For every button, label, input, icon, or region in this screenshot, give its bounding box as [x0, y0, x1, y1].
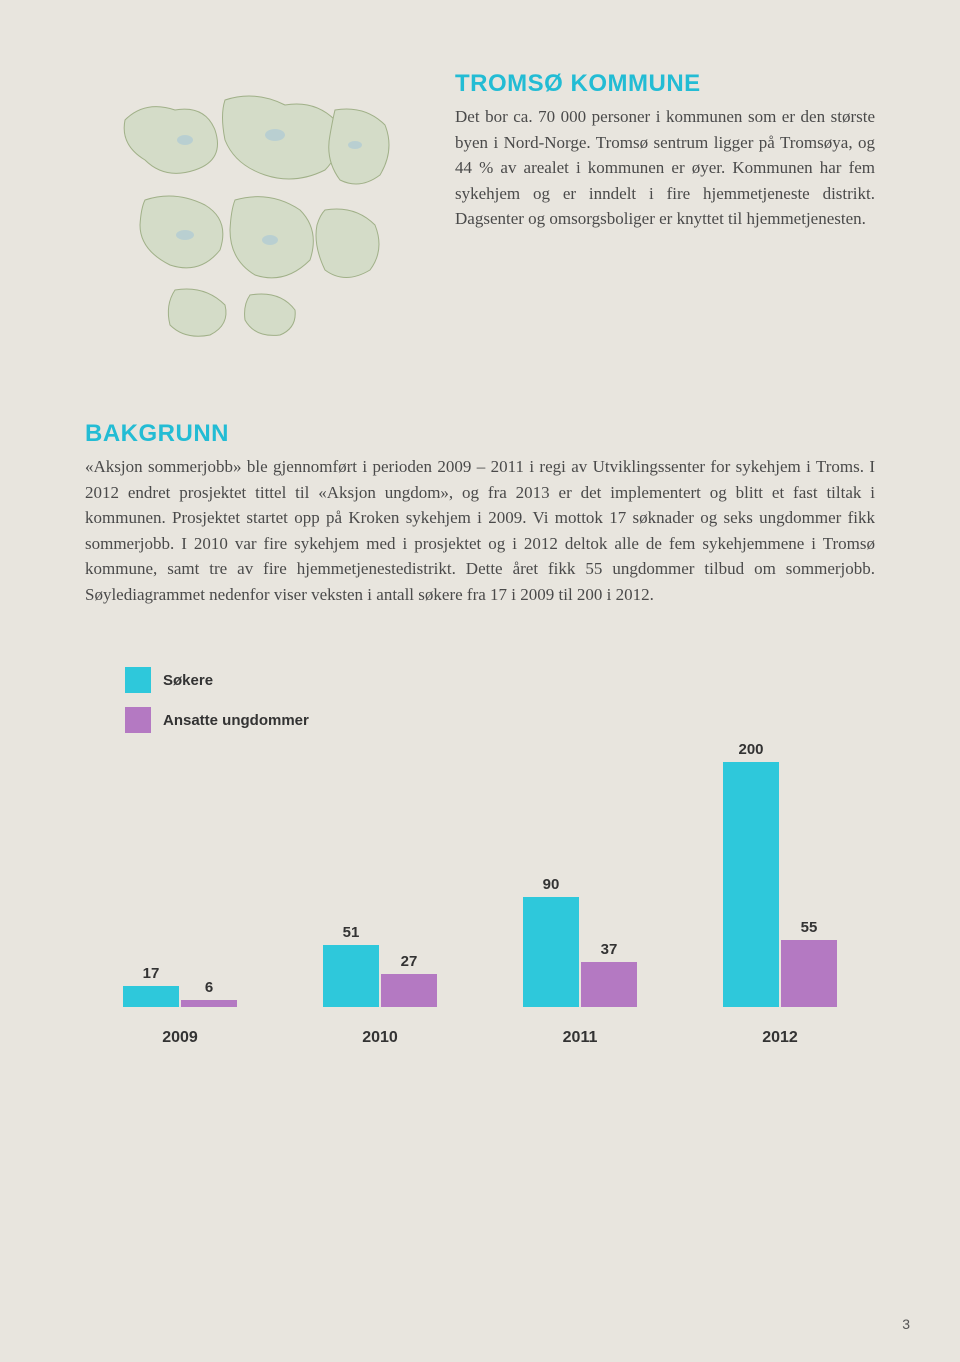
bar-chart: Søkere Ansatte ungdommer 17 6 51 27 90 37 200 5…: [85, 667, 875, 1047]
bar-rect: [581, 962, 637, 1007]
legend-swatch: [125, 667, 151, 693]
intro-section: TROMSØ KOMMUNE Det bor ca. 70 000 person…: [85, 70, 875, 350]
bar-sokere: 17: [123, 965, 179, 1007]
bar-group: 200 55: [705, 741, 855, 1007]
bar-ansatte: 6: [181, 979, 237, 1007]
bar-rect: [323, 945, 379, 1007]
bar-value-label: 27: [401, 953, 418, 970]
map-svg: [85, 70, 425, 350]
bar-ansatte: 37: [581, 941, 637, 1007]
bar-value-label: 6: [205, 979, 213, 996]
bar-group: 51 27: [305, 924, 455, 1007]
bar-value-label: 200: [738, 741, 763, 758]
bar-rect: [723, 762, 779, 1007]
bar-ansatte: 27: [381, 953, 437, 1007]
x-axis-label: 2010: [305, 1029, 455, 1047]
bar-rect: [781, 940, 837, 1007]
bar-sokere: 51: [323, 924, 379, 1007]
bar-value-label: 55: [801, 919, 818, 936]
legend-item-ansatte: Ansatte ungdommer: [125, 707, 309, 733]
bar-ansatte: 55: [781, 919, 837, 1007]
intro-body: Det bor ca. 70 000 personer i kommunen s…: [455, 104, 875, 232]
x-axis-label: 2009: [105, 1029, 255, 1047]
legend-item-sokere: Søkere: [125, 667, 309, 693]
chart-legend: Søkere Ansatte ungdommer: [125, 667, 309, 747]
legend-label: Ansatte ungdommer: [163, 712, 309, 729]
bar-rect: [523, 897, 579, 1007]
page-number: 3: [902, 1316, 910, 1332]
bar-group: 17 6: [105, 965, 255, 1007]
bar-value-label: 51: [343, 924, 360, 941]
bakgrunn-body: «Aksjon sommerjobb» ble gjennomført i pe…: [85, 454, 875, 607]
legend-label: Søkere: [163, 672, 213, 689]
bakgrunn-section: BAKGRUNN «Aksjon sommerjobb» ble gjennom…: [85, 420, 875, 607]
bar-rect: [381, 974, 437, 1007]
intro-title: TROMSØ KOMMUNE: [455, 70, 875, 98]
bar-sokere: 200: [723, 741, 779, 1007]
x-axis-label: 2011: [505, 1029, 655, 1047]
bar-rect: [181, 1000, 237, 1007]
bars-area: 1765127903720055: [85, 752, 875, 1007]
map-image: [85, 70, 425, 350]
bar-value-label: 90: [543, 876, 560, 893]
bar-value-label: 17: [143, 965, 160, 982]
bakgrunn-title: BAKGRUNN: [85, 420, 875, 448]
intro-text-block: TROMSØ KOMMUNE Det bor ca. 70 000 person…: [455, 70, 875, 350]
bar-value-label: 37: [601, 941, 618, 958]
x-axis-labels: 2009 2010 2011 2012: [85, 1029, 875, 1047]
bar-sokere: 90: [523, 876, 579, 1007]
bar-group: 90 37: [505, 876, 655, 1007]
bar-rect: [123, 986, 179, 1007]
x-axis-label: 2012: [705, 1029, 855, 1047]
legend-swatch: [125, 707, 151, 733]
